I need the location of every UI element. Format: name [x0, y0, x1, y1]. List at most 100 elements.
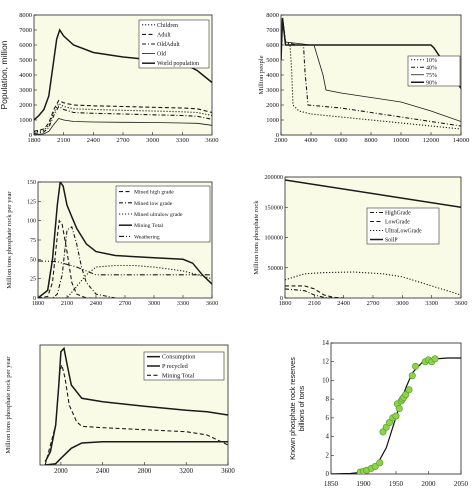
y-tick-label: 1000 [266, 117, 279, 124]
legend-label: Consumption [162, 354, 195, 361]
legend-label: LowGrade [385, 220, 410, 226]
y-tick-label: 8 [326, 396, 330, 403]
series-line-40- [281, 17, 461, 127]
data-point [411, 362, 419, 370]
series-line-old [34, 118, 212, 135]
y-axis-label: Million tons phosphate rock per year [5, 356, 12, 454]
y-tick-label: 0 [276, 132, 279, 139]
y-tick-label: 4000 [19, 72, 32, 79]
x-tick-label: 2000 [274, 137, 288, 144]
legend-label: Weathering [134, 234, 160, 240]
chart-panel-3: 1800 2100 2400 2700 3000 3300 3600 0 25 50 75 100 12… [6, 180, 218, 307]
x-tick-label: 2000 [421, 480, 436, 488]
y-tick-label: 6 [326, 415, 330, 422]
series-line-ultralowgrade [285, 271, 461, 296]
y-tick-label: 12 [322, 359, 329, 366]
legend-label: Mining Total [162, 372, 195, 379]
x-tick-label: 2700 [119, 300, 131, 307]
legend: Mined high grade Mined low grade Mined ult… [115, 185, 211, 243]
y-tick-label: 3000 [19, 87, 32, 94]
legend-label: SoilP [385, 238, 398, 244]
series-line-oldadult [34, 105, 212, 135]
legend-label: Mined ultralow grade [134, 212, 183, 218]
legend-box [366, 207, 440, 245]
legend-label: 75% [426, 73, 437, 79]
y-tick-label: 25 [30, 277, 36, 283]
data-point [431, 355, 439, 363]
x-tick-label: 14000 [453, 137, 470, 144]
legend-label: 40% [426, 65, 437, 71]
y-tick-label: 2 [326, 452, 330, 459]
y-tick-label: 0 [29, 132, 32, 139]
data-point [392, 412, 400, 420]
series-line-mining-total [44, 362, 228, 465]
y-tick-label: 1000 [19, 117, 32, 124]
y-tick-label: 6000 [19, 42, 32, 49]
y-tick-label: 2000 [19, 102, 32, 109]
chart-panel-6: 1850 1900 1950 2000 2050 0 2 4 6 8 10 12 14 Known pho… [288, 340, 469, 488]
y-tick-label: 10 [322, 377, 329, 384]
data-point [405, 386, 413, 394]
chart-panel-4: 1800 2100 2400 2700 3000 3300 3600 0 50000 100000… [253, 174, 467, 307]
x-tick-label: 1900 [356, 480, 371, 488]
series-group [285, 179, 461, 298]
chart-panel-1: 1800 2100 2400 2700 3000 3300 3600 0 1000 2000 300… [0, 12, 219, 144]
chart-panel-5: 2000 2400 2800 3200 3600 Million tons phospha… [5, 344, 235, 475]
series-line-mining-total [38, 182, 212, 298]
legend-label: 10% [426, 58, 437, 64]
x-tick-label: 2400 [87, 137, 101, 144]
y-tick-label: 75 [30, 238, 36, 244]
x-tick-label: 1850 [324, 480, 339, 488]
series-group [331, 355, 461, 474]
legend-label: Mining Total [134, 223, 164, 229]
legend-label: OldAdult [157, 42, 180, 48]
y-axis-label: Million tons phosphate rock per year [6, 191, 13, 289]
data-point [408, 372, 416, 380]
y-axis-label: Million tons phosphate rock [253, 200, 260, 275]
series-line-children [34, 102, 212, 133]
x-tick-label: 3300 [176, 137, 190, 144]
legend-label: 90% [426, 80, 437, 86]
y-tick-label: 100000 [264, 235, 283, 242]
x-tick-label: 2700 [116, 137, 130, 144]
y-tick-label: 4 [326, 434, 330, 441]
legend: HighGrade LowGrade UltraLowGrade SoilP [366, 207, 440, 245]
x-tick-label: 3000 [148, 300, 160, 307]
series-group [38, 182, 212, 298]
legend-label: Mined low grade [134, 201, 173, 207]
y-tick-label: 50 [30, 257, 36, 263]
y-tick-label: 3000 [266, 87, 279, 94]
x-tick-label: 1800 [32, 300, 44, 307]
y-tick-label: 7000 [19, 27, 32, 34]
x-tick-label: 1950 [389, 480, 404, 488]
y-tick-label: 0 [326, 471, 330, 478]
x-tick-label: 3000 [146, 137, 160, 144]
x-tick-label: 2100 [57, 137, 71, 144]
series-group [44, 346, 228, 465]
y-axis-label: Known phosphate rock reservesbillions of… [288, 357, 306, 460]
legend: Children Adult OldAdult Old World population [138, 19, 210, 69]
x-tick-label: 12000 [423, 137, 440, 144]
y-tick-label: 8000 [266, 12, 279, 19]
y-tick-label: 0 [33, 296, 36, 302]
series-line-mined-high-grade [38, 219, 96, 298]
x-tick-label: 6000 [334, 137, 348, 144]
legend-label: Old [157, 52, 166, 58]
x-tick-label: 3300 [177, 300, 189, 307]
x-tick-label: 4000 [304, 137, 318, 144]
x-tick-label: 3200 [179, 468, 193, 475]
y-tick-label: 5000 [19, 57, 32, 64]
y-tick-label: 2000 [266, 102, 279, 109]
x-tick-label: 3000 [396, 300, 409, 307]
legend-label: UltraLowGrade [385, 229, 422, 235]
x-tick-label: 2050 [454, 480, 469, 488]
series-line-mined-ultralow-grade [38, 264, 212, 298]
legend: Consumption P recycled Mining Total [143, 351, 225, 381]
series-line-p-recycled [45, 440, 228, 465]
y-axis-label: Million people [258, 55, 265, 94]
x-tick-label: 1800 [279, 300, 292, 307]
legend-label: P recycled [162, 363, 189, 370]
x-tick-label: 2400 [96, 468, 110, 475]
legend-label: Mined high grade [134, 190, 174, 196]
